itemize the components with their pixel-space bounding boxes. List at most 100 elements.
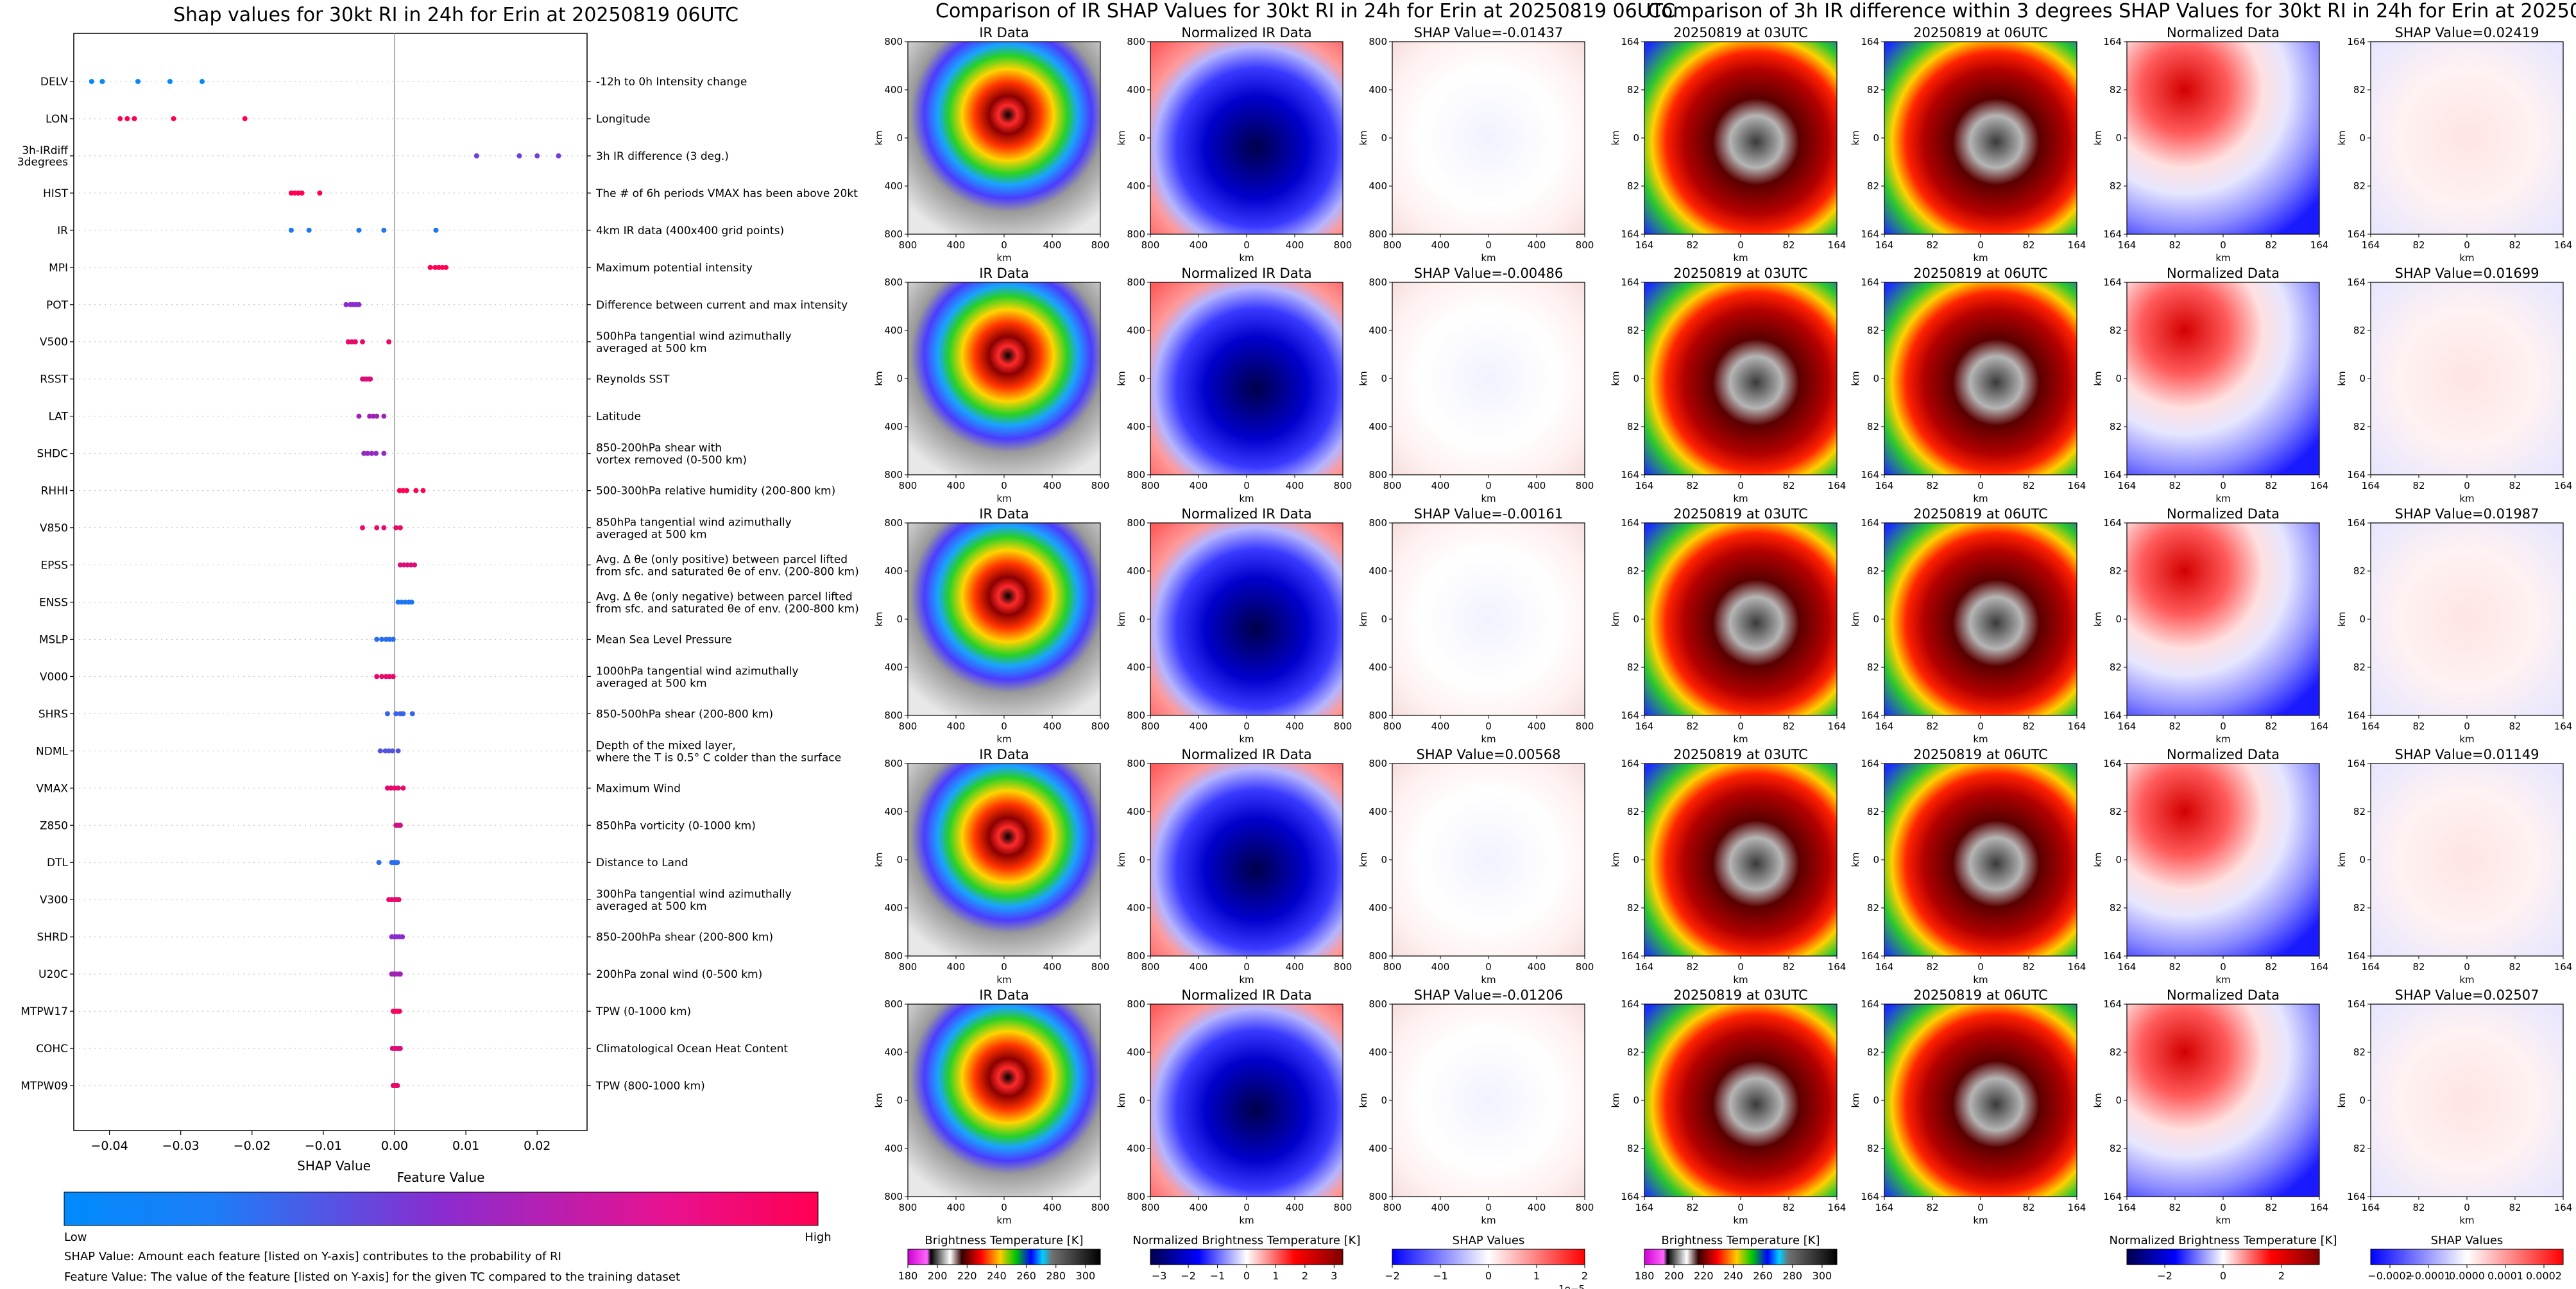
x-tick-label: 82 (1782, 1202, 1795, 1213)
panel-title: SHAP Value=0.01149 (2395, 747, 2539, 762)
x-tick-label: 400 (1431, 1202, 1450, 1213)
shap-point (379, 674, 384, 679)
colorbar (1150, 1249, 1343, 1265)
feature-description: Depth of the mixed layer, where the T is … (596, 739, 841, 764)
y-tick-label: 400 (1127, 421, 1145, 432)
y-tick-label: 800 (884, 710, 903, 721)
colorbar-tick-label: 180 (898, 1270, 918, 1282)
x-tick-label: 800 (1334, 239, 1352, 251)
heatmap-image (2370, 522, 2564, 716)
heatmap-image (1392, 282, 1585, 475)
x-tick-label: 400 (1043, 1202, 1062, 1213)
y-tick-label: 82 (1867, 1046, 1879, 1058)
y-tick-label: 164 (2347, 277, 2366, 288)
feature-description: 850-200hPa shear (200-800 km) (596, 931, 773, 944)
colorbar-tick-label: 260 (1016, 1270, 1036, 1282)
y-tick-label: 82 (2353, 325, 2366, 336)
x-tick-label: 164 (1635, 239, 1654, 251)
shap-point (167, 79, 173, 84)
x-tick-label: 400 (1431, 480, 1450, 491)
y-tick-label: 400 (1127, 325, 1145, 336)
x-tick-label: 800 (1141, 721, 1160, 732)
feature-description: 200hPa zonal wind (0-500 km) (596, 968, 762, 981)
colorbar (907, 1249, 1101, 1265)
y-tick-label: 82 (1627, 565, 1639, 577)
x-axis-label: km (1973, 493, 1988, 504)
feature-description: Distance to Land (596, 857, 688, 869)
feature-description: TPW (800-1000 km) (595, 1080, 705, 1093)
x-tick-label: 0 (1737, 721, 1744, 732)
feature-label: DTL (47, 857, 68, 869)
shap-point (288, 190, 294, 196)
x-tick-label: 0 (2220, 1202, 2226, 1213)
y-tick-label: 82 (1867, 325, 1879, 336)
y-axis-label: km (1850, 130, 1861, 145)
y-tick-label: 82 (1627, 421, 1639, 432)
heatmap-image (2370, 763, 2564, 957)
colorbar-tick-label: −2 (1181, 1270, 1196, 1282)
shap-point (534, 153, 540, 158)
shap-point (99, 79, 105, 84)
feature-description: 850hPa vorticity (0-1000 km) (596, 819, 756, 832)
y-tick-label: 0 (2359, 373, 2366, 384)
x-tick-label: 0 (2464, 480, 2470, 491)
y-axis-label: km (2092, 611, 2104, 626)
y-tick-label: 82 (2110, 565, 2122, 577)
shap-point (356, 227, 362, 233)
y-axis-label: km (2336, 1093, 2348, 1107)
x-tick-label: 0 (2220, 721, 2226, 732)
y-axis-label: km (1850, 1093, 1861, 1107)
x-tick-label: 400 (947, 480, 966, 491)
y-axis-label: km (873, 852, 885, 867)
colorbar-tick-label: 300 (1813, 1270, 1832, 1282)
heatmap-image (1884, 41, 2077, 235)
y-tick-label: 400 (884, 421, 903, 432)
colorbar-tick-label: 0 (1485, 1270, 1492, 1282)
x-tick-label: 0 (1977, 721, 1984, 732)
y-tick-label: 164 (1621, 950, 1639, 962)
x-tick-label: −0.03 (162, 1139, 200, 1153)
y-axis-label: km (873, 611, 885, 626)
x-tick-label: 82 (2412, 961, 2425, 973)
colorbar-tick-label: 2 (1582, 1270, 1588, 1282)
x-tick-label: 0 (1243, 1202, 1250, 1213)
feature-label: V500 (40, 336, 68, 349)
colorbar (1392, 1249, 1585, 1265)
y-axis-label: km (2092, 130, 2104, 145)
feature-value-gradient (64, 1191, 819, 1226)
colorbar-tick-label: 200 (928, 1270, 948, 1282)
y-tick-label: 0 (1381, 132, 1387, 144)
y-tick-label: 82 (2110, 806, 2122, 817)
panel-title: IR Data (979, 25, 1029, 40)
x-tick-label: 82 (1686, 1202, 1698, 1213)
y-axis-label: km (1850, 852, 1861, 867)
feature-description: 850hPa tangential wind azimuthally averag… (596, 516, 792, 542)
shap-point (124, 115, 130, 121)
x-tick-label: 0 (1243, 480, 1250, 491)
shap-point (381, 525, 387, 531)
heatmap-image (907, 41, 1101, 235)
y-tick-label: 0 (2359, 1095, 2366, 1106)
y-axis-label: km (1610, 371, 1621, 386)
y-tick-label: 164 (1861, 228, 1879, 240)
panel-title: IR Data (979, 747, 1029, 762)
feature-description: Latitude (596, 411, 641, 423)
shap-point (242, 115, 248, 121)
y-tick-label: 164 (1621, 277, 1639, 288)
x-tick-label: 0 (1737, 1202, 1744, 1213)
y-tick-label: 0 (1873, 373, 1879, 384)
colorbar-tick-label: 1 (1272, 1270, 1279, 1282)
x-tick-label: 164 (1875, 721, 1894, 732)
x-tick-label: −0.01 (305, 1139, 342, 1153)
y-tick-label: 400 (1127, 1046, 1145, 1058)
x-tick-label: 82 (1782, 721, 1795, 732)
feature-label: LAT (48, 411, 68, 423)
x-tick-label: 800 (899, 721, 917, 732)
shap-point (432, 264, 438, 270)
feature-label: DELV (40, 76, 68, 89)
colorbar-label: Brightness Temperature [K] (925, 1234, 1083, 1247)
y-tick-label: 800 (1127, 277, 1145, 288)
x-tick-label: 82 (2412, 721, 2425, 732)
shap-point (390, 674, 396, 679)
colorbar (1644, 1249, 1838, 1265)
